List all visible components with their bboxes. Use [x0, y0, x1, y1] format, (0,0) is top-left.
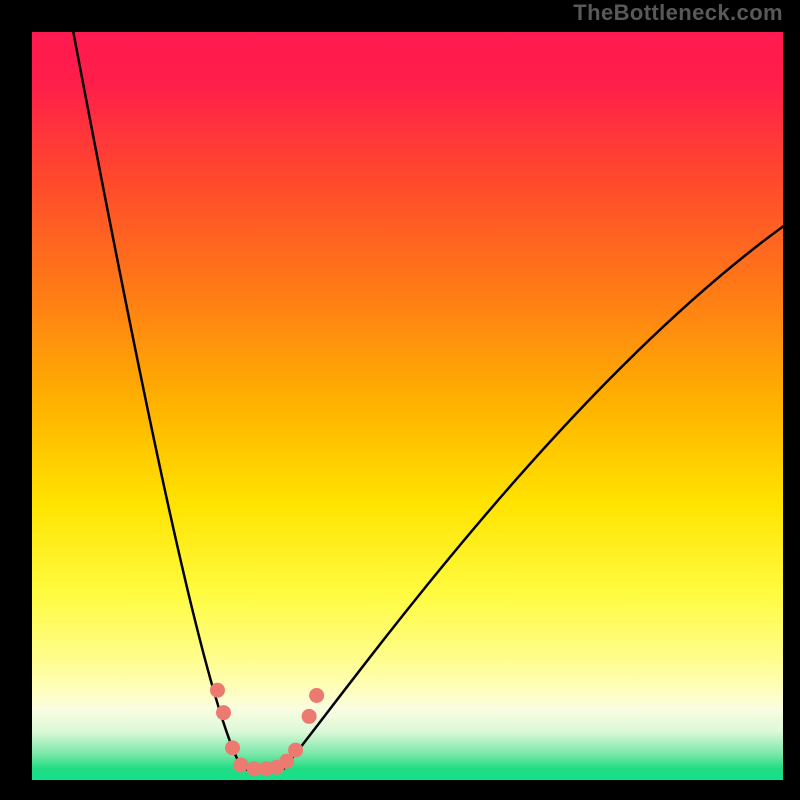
watermark-label: TheBottleneck.com: [573, 0, 783, 26]
chart-svg: [32, 32, 783, 780]
border-right: [783, 0, 800, 800]
marker-point: [302, 709, 317, 724]
chart-container: TheBottleneck.com: [0, 0, 800, 800]
marker-point: [210, 683, 225, 698]
marker-point: [225, 740, 240, 755]
gradient-background: [32, 32, 783, 780]
marker-point: [216, 705, 231, 720]
border-bottom: [0, 780, 800, 800]
plot-area: [32, 32, 783, 780]
marker-point: [233, 758, 248, 773]
border-left: [0, 0, 32, 800]
marker-point: [309, 688, 324, 703]
marker-point: [288, 743, 303, 758]
